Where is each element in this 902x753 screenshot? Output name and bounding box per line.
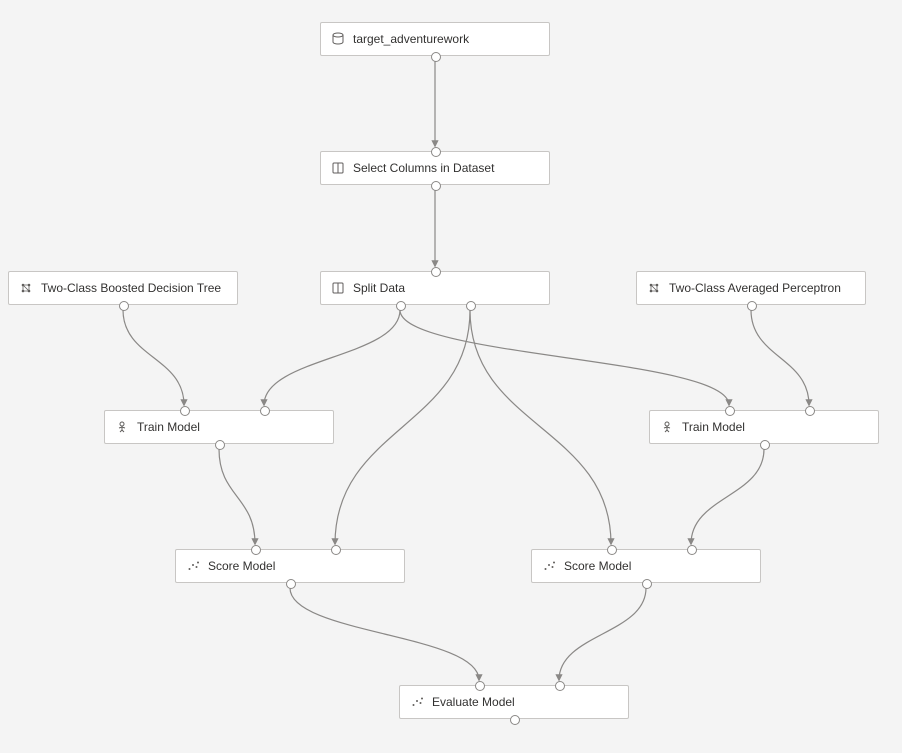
input-port[interactable] <box>725 406 735 416</box>
output-port[interactable] <box>510 715 520 725</box>
node-label: Select Columns in Dataset <box>353 161 494 175</box>
output-port[interactable] <box>215 440 225 450</box>
edge <box>400 310 729 405</box>
input-port[interactable] <box>180 406 190 416</box>
output-port[interactable] <box>747 301 757 311</box>
input-port[interactable] <box>607 545 617 555</box>
edge <box>290 588 479 680</box>
score-icon <box>186 559 200 573</box>
input-port[interactable] <box>431 267 441 277</box>
output-port[interactable] <box>431 52 441 62</box>
node-label: Score Model <box>208 559 275 573</box>
input-port[interactable] <box>805 406 815 416</box>
edge <box>219 449 255 544</box>
output-port[interactable] <box>431 181 441 191</box>
node-label: Train Model <box>682 420 745 434</box>
train-icon <box>115 420 129 434</box>
input-port[interactable] <box>475 681 485 691</box>
columns-icon <box>331 161 345 175</box>
input-port[interactable] <box>431 147 441 157</box>
output-port[interactable] <box>396 301 406 311</box>
node-label: target_adventurework <box>353 32 469 46</box>
output-port[interactable] <box>286 579 296 589</box>
edges-layer <box>0 0 902 753</box>
node-score_right[interactable]: Score Model <box>531 549 761 583</box>
node-perceptron[interactable]: Two-Class Averaged Perceptron <box>636 271 866 305</box>
edge <box>559 588 646 680</box>
output-port[interactable] <box>119 301 129 311</box>
node-label: Split Data <box>353 281 405 295</box>
input-port[interactable] <box>555 681 565 691</box>
input-port[interactable] <box>687 545 697 555</box>
output-port[interactable] <box>466 301 476 311</box>
node-label: Two-Class Boosted Decision Tree <box>41 281 221 295</box>
node-label: Evaluate Model <box>432 695 515 709</box>
database-icon <box>331 32 345 46</box>
node-label: Two-Class Averaged Perceptron <box>669 281 841 295</box>
edge <box>751 310 809 405</box>
edge <box>123 310 184 405</box>
edge <box>691 449 764 544</box>
node-split[interactable]: Split Data <box>320 271 550 305</box>
score-icon <box>542 559 556 573</box>
algorithm-icon <box>19 281 33 295</box>
node-label: Score Model <box>564 559 631 573</box>
node-score_left[interactable]: Score Model <box>175 549 405 583</box>
node-select_cols[interactable]: Select Columns in Dataset <box>320 151 550 185</box>
columns-icon <box>331 281 345 295</box>
node-label: Train Model <box>137 420 200 434</box>
node-train_right[interactable]: Train Model <box>649 410 879 444</box>
score-icon <box>410 695 424 709</box>
pipeline-canvas[interactable]: target_adventurework Select Columns in Da… <box>0 0 902 753</box>
node-bdt[interactable]: Two-Class Boosted Decision Tree <box>8 271 238 305</box>
node-evaluate[interactable]: Evaluate Model <box>399 685 629 719</box>
train-icon <box>660 420 674 434</box>
input-port[interactable] <box>260 406 270 416</box>
input-port[interactable] <box>251 545 261 555</box>
edge <box>470 310 611 544</box>
node-train_left[interactable]: Train Model <box>104 410 334 444</box>
input-port[interactable] <box>331 545 341 555</box>
output-port[interactable] <box>642 579 652 589</box>
output-port[interactable] <box>760 440 770 450</box>
edge <box>264 310 400 405</box>
algorithm-icon <box>647 281 661 295</box>
edge <box>335 310 470 544</box>
node-dataset[interactable]: target_adventurework <box>320 22 550 56</box>
